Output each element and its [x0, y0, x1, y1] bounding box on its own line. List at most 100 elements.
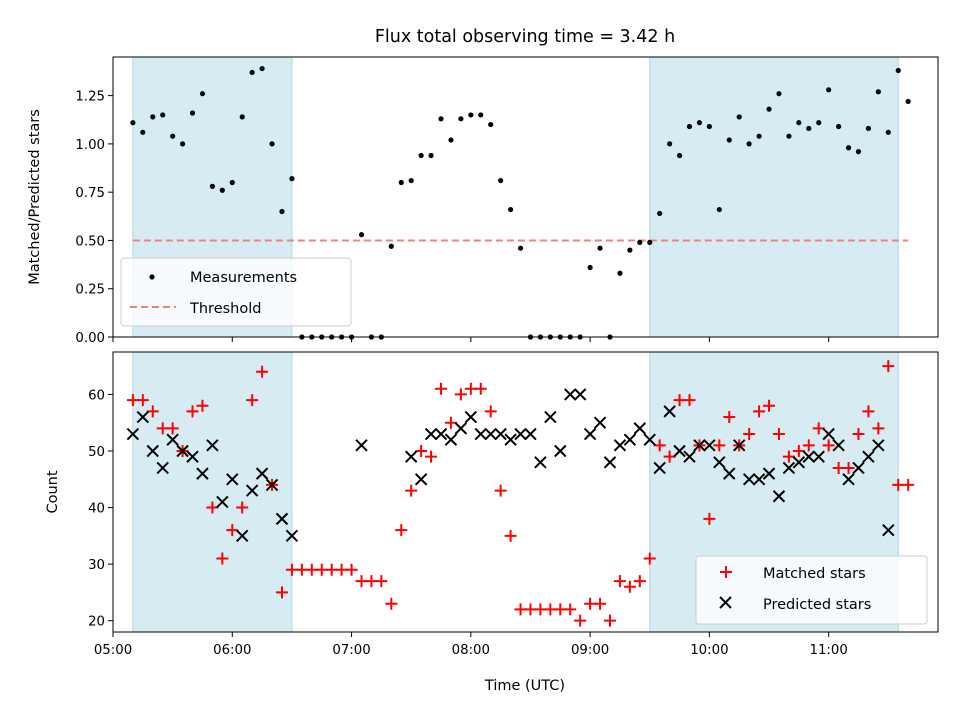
predicted-star-point	[275, 512, 289, 526]
matched-star-point	[663, 450, 676, 463]
measurement-point	[617, 270, 623, 276]
bottom-panel-legend: Matched stars Predicted stars	[695, 555, 928, 625]
matched-star-point	[743, 428, 756, 441]
matched-star-point	[613, 575, 626, 588]
predicted-star-point	[752, 473, 766, 486]
predicted-star-point	[663, 405, 676, 418]
matched-star-point	[623, 580, 636, 593]
matched-star-point	[494, 484, 507, 497]
measurement-point	[905, 98, 911, 105]
predicted-star-point	[613, 439, 627, 452]
measurement-point	[816, 120, 822, 126]
matched-star-point	[226, 524, 239, 537]
predicted-star-point	[514, 427, 527, 441]
predicted-star-point	[762, 467, 776, 480]
measurement-point	[746, 141, 752, 147]
predicted-star-point	[424, 427, 438, 441]
matched-star-point	[574, 614, 587, 627]
measurement-point	[239, 114, 245, 120]
top-panel-y-ticks: 0.00 0.25 0.50 0.75 1.00 1.25	[75, 90, 113, 346]
predicted-star-point	[524, 427, 537, 441]
matched-star-point	[196, 399, 209, 412]
matched-star-point	[772, 428, 785, 441]
measurement-point	[885, 129, 891, 135]
matched-star-point	[603, 614, 616, 627]
matched-star-point	[882, 360, 895, 373]
measurement-point	[199, 91, 206, 97]
y-tick-label: 60	[88, 388, 105, 403]
matched-star-point	[216, 552, 229, 565]
predicted-star-point	[156, 461, 169, 475]
matched-star-point	[405, 484, 418, 497]
top-panel-shaded-intervals	[132, 56, 899, 338]
measurement-point	[150, 114, 156, 120]
y-tick-label: 1.25	[75, 90, 105, 105]
measurement-point	[736, 114, 742, 120]
matched-star-point	[246, 394, 259, 407]
measurement-point	[219, 187, 225, 193]
predicted-star-point	[882, 523, 895, 537]
predicted-star-point	[454, 422, 468, 435]
matched-star-point	[842, 461, 855, 474]
measurement-point	[647, 239, 653, 245]
predicted-star-point	[673, 444, 686, 458]
predicted-star-point	[236, 529, 249, 543]
y-tick-label: 40	[88, 502, 105, 517]
measurement-point	[189, 110, 196, 116]
shaded-interval	[649, 56, 899, 338]
measurement-point	[507, 206, 514, 213]
matched-star-point	[902, 478, 915, 491]
y-tick-label: 0.00	[75, 331, 105, 346]
measurement-point	[289, 176, 295, 182]
x-tick-label: 11:00	[809, 643, 847, 658]
matched-star-point	[852, 428, 865, 441]
top-legend-box	[120, 257, 352, 327]
predicted-star-point	[782, 461, 796, 475]
matched-star-point	[275, 586, 288, 599]
matched-star-point	[444, 416, 457, 429]
measurement-point	[657, 210, 663, 217]
matched-star-point	[415, 444, 428, 457]
predicted-star-point	[484, 427, 497, 441]
matched-star-point	[703, 512, 716, 525]
bottom-legend-box	[695, 555, 928, 625]
measurement-point	[179, 141, 186, 147]
matched-star-point	[186, 405, 199, 418]
measurement-point	[279, 208, 285, 215]
matched-star-point	[345, 563, 358, 576]
matched-star-point	[633, 575, 646, 588]
top-panel-x-ticks	[112, 337, 830, 342]
chart-title: Flux total observing time = 3.42 h	[375, 27, 675, 47]
measurement-point	[836, 123, 842, 130]
matched-star-point	[792, 444, 805, 457]
predicted-star-point	[206, 439, 219, 452]
predicted-star-point	[534, 456, 547, 469]
measurement-point	[587, 264, 593, 271]
legend-matched-label: Matched stars	[763, 566, 866, 582]
predicted-star-point	[464, 410, 478, 424]
predicted-star-point	[872, 439, 885, 452]
measurement-point	[806, 125, 812, 132]
matched-star-point	[653, 439, 666, 452]
measurement-point	[249, 69, 255, 76]
bottom-panel-y-ticks: 20 30 40 50 60	[88, 388, 113, 630]
measurement-point	[468, 112, 474, 118]
y-tick-label: 0.50	[75, 234, 105, 249]
measurement-point	[865, 125, 872, 132]
matched-star-point	[723, 411, 736, 424]
predicted-star-point	[136, 410, 150, 424]
measurement-point	[438, 116, 444, 122]
matched-star-point	[802, 439, 815, 452]
x-tick-label: 09:00	[571, 643, 609, 658]
predicted-star-point	[176, 444, 189, 458]
predicted-star-point	[683, 450, 696, 463]
predicted-stars-series	[126, 388, 895, 543]
measurement-point	[229, 179, 235, 186]
predicted-star-point	[802, 450, 815, 463]
predicted-star-point	[166, 433, 179, 446]
measurement-point	[498, 177, 504, 184]
predicted-star-point	[245, 484, 259, 497]
matched-star-point	[862, 405, 875, 418]
predicted-star-point	[404, 450, 418, 463]
matched-star-point	[564, 603, 577, 616]
